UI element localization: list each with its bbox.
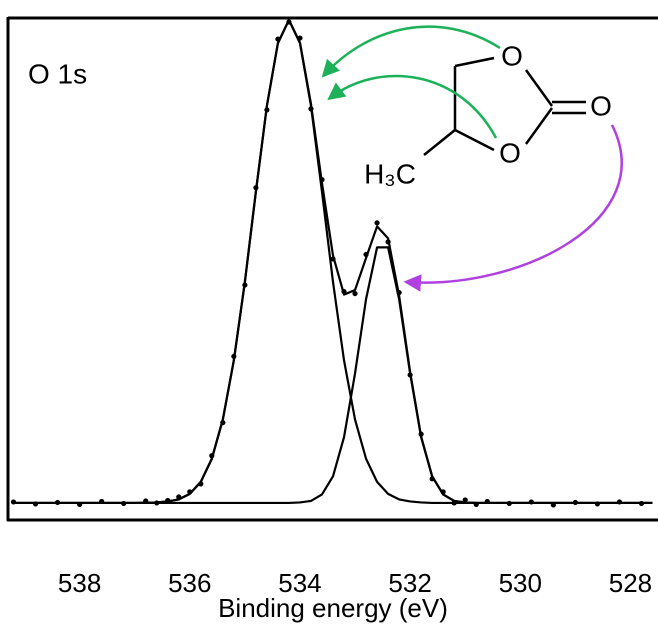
x-tick-label: 536 — [168, 568, 211, 598]
x-axis-label: Binding energy (eV) — [218, 593, 448, 623]
bond — [454, 128, 495, 152]
bond — [454, 56, 495, 68]
x-tick-label: 538 — [58, 568, 101, 598]
atom-label: O — [590, 90, 612, 121]
data-point — [374, 220, 380, 226]
bond — [524, 107, 554, 145]
bond — [524, 69, 554, 107]
plot-area — [10, 18, 653, 508]
plot-frame — [6, 16, 658, 522]
molecule — [423, 56, 586, 156]
atom-label: O — [499, 137, 521, 168]
arrow — [403, 124, 623, 292]
arrow — [327, 74, 498, 139]
arrows — [321, 25, 623, 292]
annotation: O 1s — [28, 58, 87, 89]
atom-label: O — [501, 40, 523, 71]
atom-label: H₃C — [364, 158, 416, 189]
bond — [423, 129, 456, 156]
arrow — [321, 25, 501, 78]
fit-curve — [13, 18, 653, 505]
x-tick-label: 528 — [609, 568, 652, 598]
data-point — [352, 290, 358, 297]
x-tick-label: 532 — [388, 568, 431, 598]
x-tick-label: 530 — [499, 568, 542, 598]
x-tick-label: 534 — [278, 568, 321, 598]
